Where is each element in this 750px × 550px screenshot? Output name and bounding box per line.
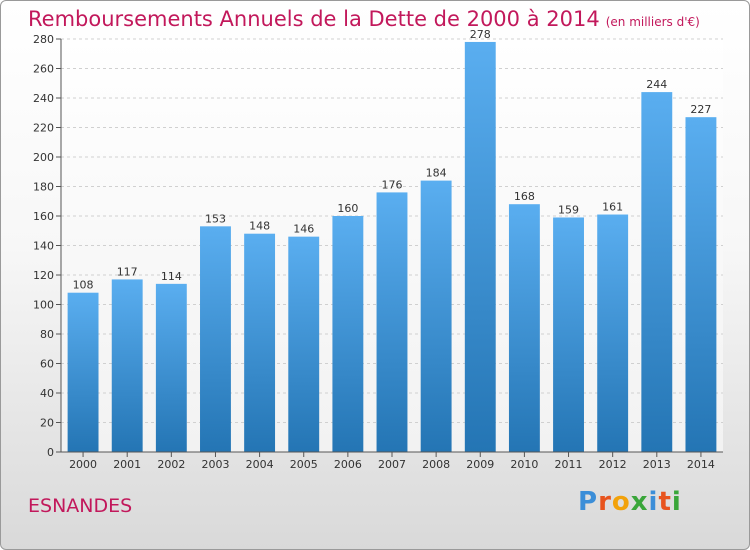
y-tick-label: 0 — [47, 446, 54, 459]
bar-2010 — [508, 204, 540, 452]
x-tick-label: 2006 — [334, 458, 362, 471]
value-label-2013: 244 — [646, 78, 667, 91]
x-tick-label: 2011 — [555, 458, 583, 471]
y-tick-label: 80 — [40, 328, 54, 341]
bar-2013 — [641, 92, 673, 452]
title-unit: (en milliers d'€) — [605, 15, 700, 29]
y-tick-label: 40 — [40, 387, 54, 400]
bar-2007 — [376, 192, 408, 452]
logo-letter: x — [630, 487, 649, 517]
x-tick-label: 2005 — [290, 458, 318, 471]
y-tick-label: 220 — [33, 122, 54, 135]
y-tick-label: 60 — [40, 358, 54, 371]
logo-letter: P — [578, 487, 599, 517]
value-label-2000: 108 — [73, 279, 94, 292]
x-tick-label: 2004 — [246, 458, 274, 471]
x-tick-label: 2007 — [378, 458, 406, 471]
x-tick-label: 2003 — [201, 458, 229, 471]
value-label-2009: 278 — [470, 28, 491, 41]
bar-2002 — [155, 283, 187, 452]
x-tick-label: 2009 — [466, 458, 494, 471]
proxiti-logo: Proxiti — [578, 487, 682, 517]
bar-2011 — [553, 217, 584, 452]
value-label-2001: 117 — [117, 265, 138, 278]
y-tick-label: 260 — [33, 63, 54, 76]
logo-letter: r — [598, 487, 612, 517]
value-label-2008: 184 — [426, 167, 447, 180]
bar-2000 — [67, 292, 99, 452]
value-label-2012: 161 — [602, 201, 623, 214]
logo-letter: i — [648, 487, 659, 517]
bar-2014 — [685, 117, 717, 453]
x-tick-label: 2012 — [599, 458, 627, 471]
logo-letter: o — [611, 487, 631, 517]
x-tick-label: 2014 — [687, 458, 715, 471]
x-tick-label: 2008 — [422, 458, 450, 471]
x-tick-label: 2000 — [69, 458, 97, 471]
chart-title: Remboursements Annuels de la Dette de 20… — [28, 7, 700, 31]
y-tick-label: 20 — [40, 417, 54, 430]
y-tick-label: 100 — [33, 299, 54, 312]
y-tick-label: 160 — [33, 210, 54, 223]
value-label-2010: 168 — [514, 190, 535, 203]
value-label-2006: 160 — [337, 202, 358, 215]
value-label-2007: 176 — [382, 178, 403, 191]
y-tick-label: 240 — [33, 92, 54, 105]
bar-2004 — [244, 233, 276, 452]
bar-2008 — [420, 180, 452, 452]
x-tick-label: 2002 — [157, 458, 185, 471]
logo-letter: t — [658, 487, 672, 517]
y-tick-label: 280 — [33, 33, 54, 46]
x-tick-label: 2001 — [113, 458, 141, 471]
x-tick-label: 2013 — [643, 458, 671, 471]
y-tick-label: 180 — [33, 181, 54, 194]
bar-2005 — [288, 236, 320, 452]
y-tick-label: 140 — [33, 240, 54, 253]
value-label-2011: 159 — [558, 203, 579, 216]
bar-2001 — [111, 279, 143, 452]
bar-2006 — [332, 216, 364, 452]
bar-2003 — [200, 226, 231, 452]
value-label-2005: 146 — [293, 223, 314, 236]
logo-letter: i — [671, 487, 682, 517]
y-tick-label: 120 — [33, 269, 54, 282]
bar-2012 — [597, 214, 629, 452]
y-tick-label: 200 — [33, 151, 54, 164]
value-label-2004: 148 — [249, 220, 270, 233]
bar-2009 — [464, 41, 496, 452]
value-label-2002: 114 — [161, 270, 182, 283]
x-tick-label: 2010 — [510, 458, 538, 471]
title-text: Remboursements Annuels de la Dette de 20… — [28, 7, 600, 31]
town-name: ESNANDES — [28, 495, 133, 517]
value-label-2003: 153 — [205, 212, 226, 225]
value-label-2014: 227 — [690, 103, 711, 116]
